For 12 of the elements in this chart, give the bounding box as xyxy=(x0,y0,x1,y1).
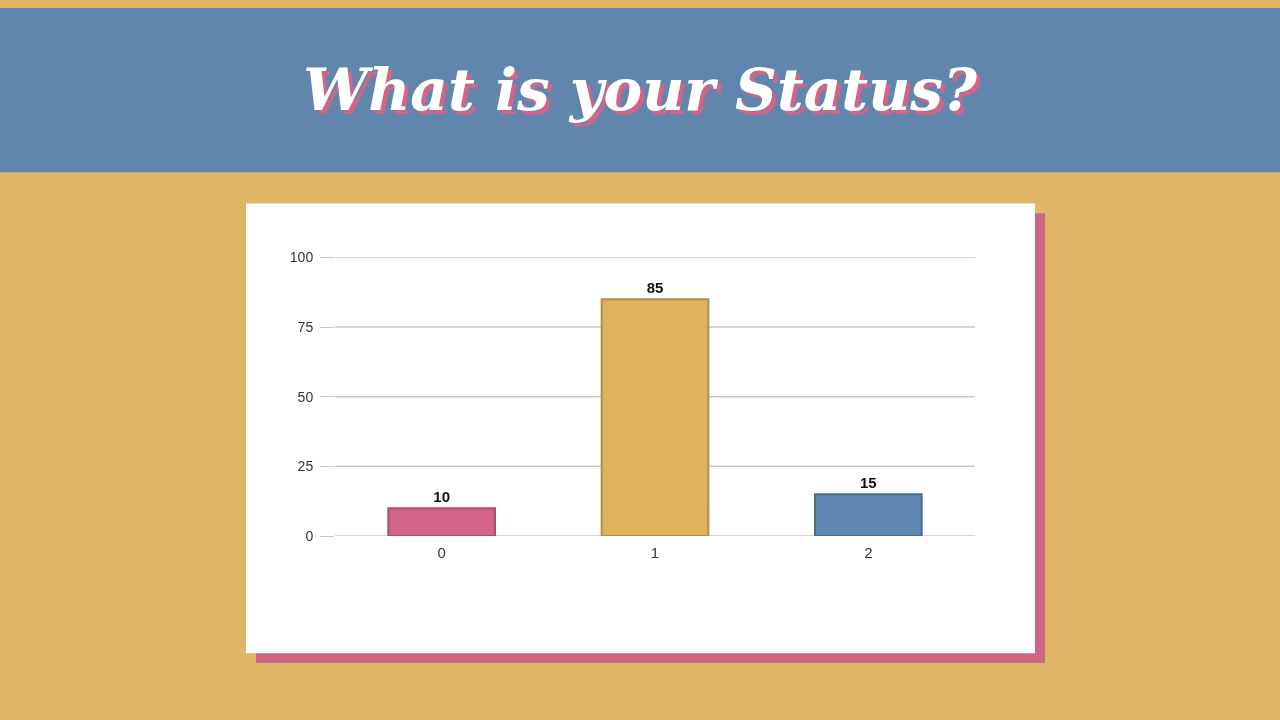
data-label: 15 xyxy=(859,474,877,492)
y-tick-label: 50 xyxy=(297,388,314,405)
x-tick-label: 1 xyxy=(650,544,660,561)
x-tick-label: 2 xyxy=(864,544,873,561)
chart-title: What is your Status? xyxy=(303,56,978,125)
x-tick-label: 0 xyxy=(437,544,446,561)
y-tick-label: 0 xyxy=(305,527,314,544)
y-tick-label: 25 xyxy=(297,458,314,475)
y-tick-label: 100 xyxy=(289,249,314,266)
data-label: 85 xyxy=(646,279,664,297)
data-label: 10 xyxy=(433,488,451,506)
y-tick-label: 75 xyxy=(297,318,314,335)
